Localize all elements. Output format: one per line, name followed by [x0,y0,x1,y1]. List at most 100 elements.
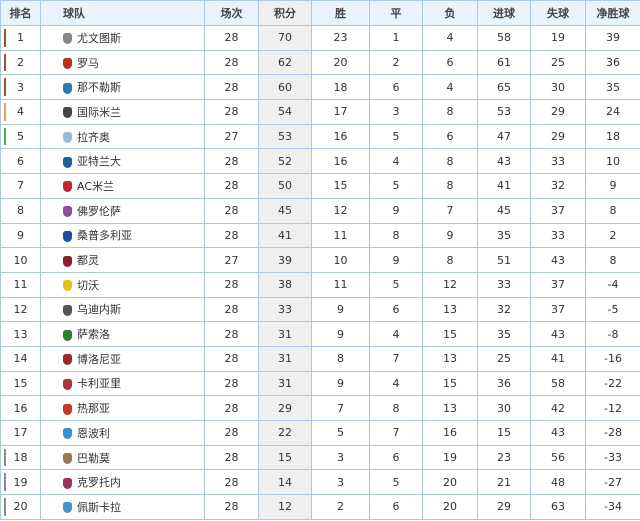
table-row[interactable]: 16 热那亚 28 29 7 8 13 30 42 -12 [0,395,640,421]
points-cell-value: 33 [278,302,292,316]
goals-against-cell: 43 [530,321,586,347]
header-rank[interactable]: 排名 [0,0,41,26]
played-cell-value: 28 [224,154,239,168]
header-played[interactable]: 场次 [204,0,259,26]
played-cell: 28 [204,222,259,249]
played-cell: 28 [204,395,259,421]
team-crest-icon [63,453,72,465]
team-name[interactable]: 巴勒莫 [77,451,110,465]
table-row[interactable]: 17 恩波利 28 22 5 7 16 15 43 -28 [0,420,640,446]
team-name[interactable]: 乌迪内斯 [77,303,121,317]
team-cell: 国际米兰 [40,99,205,125]
table-row[interactable]: 1 尤文图斯 28 70 23 1 4 58 19 39 [0,25,640,51]
won-cell-value: 9 [337,327,344,341]
table-row[interactable]: 3 那不勒斯 28 60 18 6 4 65 30 35 [0,74,640,101]
header-goals-against[interactable]: 失球 [530,0,586,26]
won-cell: 16 [311,148,370,175]
goals-for-cell: 45 [477,197,531,224]
rank-cell: 4 [0,99,41,125]
team-name[interactable]: 尤文图斯 [77,31,121,45]
points-cell: 39 [258,247,312,273]
points-cell-value: 53 [278,130,292,144]
table-row[interactable]: 6 亚特兰大 28 52 16 4 8 43 33 10 [0,148,640,175]
played-cell-value: 28 [224,426,239,440]
points-cell-value: 14 [278,475,292,489]
lost-cell: 20 [422,469,478,496]
table-row[interactable]: 10 都灵 27 39 10 9 8 51 43 8 [0,247,640,273]
goals-against-cell: 37 [530,197,586,224]
points-cell-value: 50 [278,179,292,193]
header-goals-for[interactable]: 进球 [477,0,531,26]
team-name[interactable]: 热那亚 [77,402,110,416]
goal-difference-cell-value: 35 [606,80,620,94]
rank-cell-value: 4 [17,105,24,119]
won-cell-value: 2 [337,500,344,514]
rank-cell-value: 20 [13,500,28,514]
goals-for-cell-value: 45 [497,204,511,218]
team-name[interactable]: 切沃 [77,278,99,292]
table-row[interactable]: 13 萨索洛 28 31 9 4 15 35 43 -8 [0,321,640,347]
won-cell-value: 10 [333,253,348,267]
goal-difference-cell-value: -8 [607,327,619,341]
team-name[interactable]: 博洛尼亚 [77,352,121,366]
played-cell-value: 28 [224,401,239,415]
played-cell: 28 [204,99,259,125]
lost-cell-value: 15 [443,376,457,390]
table-row[interactable]: 18 巴勒莫 28 15 3 6 19 23 56 -33 [0,444,640,471]
points-cell-value: 54 [278,105,292,119]
won-cell: 18 [311,74,370,101]
team-cell: 萨索洛 [40,321,205,347]
drawn-cell-value: 3 [392,105,400,119]
team-cell: 佩斯卡拉 [40,494,205,520]
team-name[interactable]: 都灵 [77,254,99,268]
played-cell-value: 28 [224,278,239,292]
team-name[interactable]: 卡利亚里 [77,377,121,391]
table-row[interactable]: 19 克罗托内 28 14 3 5 20 21 48 -27 [0,469,640,496]
table-row[interactable]: 7 AC米兰 28 50 15 5 8 41 32 9 [0,173,640,199]
rank-cell: 16 [0,395,41,421]
table-row[interactable]: 2 罗马 28 62 20 2 6 61 25 36 [0,49,640,76]
table-row[interactable]: 20 佩斯卡拉 28 12 2 6 20 29 63 -34 [0,494,640,520]
header-team[interactable]: 球队 [40,0,205,26]
rank-cell: 11 [0,271,41,298]
team-name[interactable]: 亚特兰大 [77,155,121,169]
table-row[interactable]: 14 博洛尼亚 28 31 8 7 13 25 41 -16 [0,345,640,372]
goal-difference-cell: 8 [585,247,640,273]
team-name[interactable]: 拉齐奥 [77,130,110,144]
header-points[interactable]: 积分 [258,0,312,26]
table-row[interactable]: 4 国际米兰 28 54 17 3 8 53 29 24 [0,99,640,125]
table-row[interactable]: 9 桑普多利亚 28 41 11 8 9 35 33 2 [0,222,640,249]
won-cell: 9 [311,370,370,397]
header-lost[interactable]: 负 [422,0,478,26]
header-drawn[interactable]: 平 [369,0,423,26]
team-name[interactable]: AC米兰 [77,179,115,193]
table-row[interactable]: 15 卡利亚里 28 31 9 4 15 36 58 -22 [0,370,640,397]
team-name[interactable]: 那不勒斯 [77,81,121,95]
drawn-cell-value: 2 [392,56,400,70]
points-cell-value: 22 [278,426,292,440]
drawn-cell-value: 5 [392,130,400,144]
goals-against-cell: 56 [530,444,586,471]
team-name[interactable]: 克罗托内 [77,476,121,490]
table-row[interactable]: 5 拉齐奥 27 53 16 5 6 47 29 18 [0,123,640,150]
goals-for-cell: 30 [477,395,531,421]
played-cell: 28 [204,271,259,298]
header-won[interactable]: 胜 [311,0,370,26]
rank-cell: 7 [0,173,41,199]
team-name[interactable]: 佩斯卡拉 [77,500,121,514]
goals-for-cell: 35 [477,222,531,249]
header-goal-difference[interactable]: 净胜球 [585,0,640,26]
team-name[interactable]: 罗马 [77,56,99,70]
drawn-cell: 8 [369,395,423,421]
team-name[interactable]: 佛罗伦萨 [77,204,121,218]
team-name[interactable]: 桑普多利亚 [77,229,132,243]
lost-cell: 6 [422,49,478,76]
played-cell-value: 28 [224,451,239,465]
team-name[interactable]: 国际米兰 [77,105,121,119]
table-row[interactable]: 12 乌迪内斯 28 33 9 6 13 32 37 -5 [0,296,640,323]
played-cell-value: 27 [224,130,239,144]
team-name[interactable]: 萨索洛 [77,328,110,342]
team-name[interactable]: 恩波利 [77,426,110,440]
table-row[interactable]: 8 佛罗伦萨 28 45 12 9 7 45 37 8 [0,197,640,224]
table-row[interactable]: 11 切沃 28 38 11 5 12 33 37 -4 [0,271,640,298]
